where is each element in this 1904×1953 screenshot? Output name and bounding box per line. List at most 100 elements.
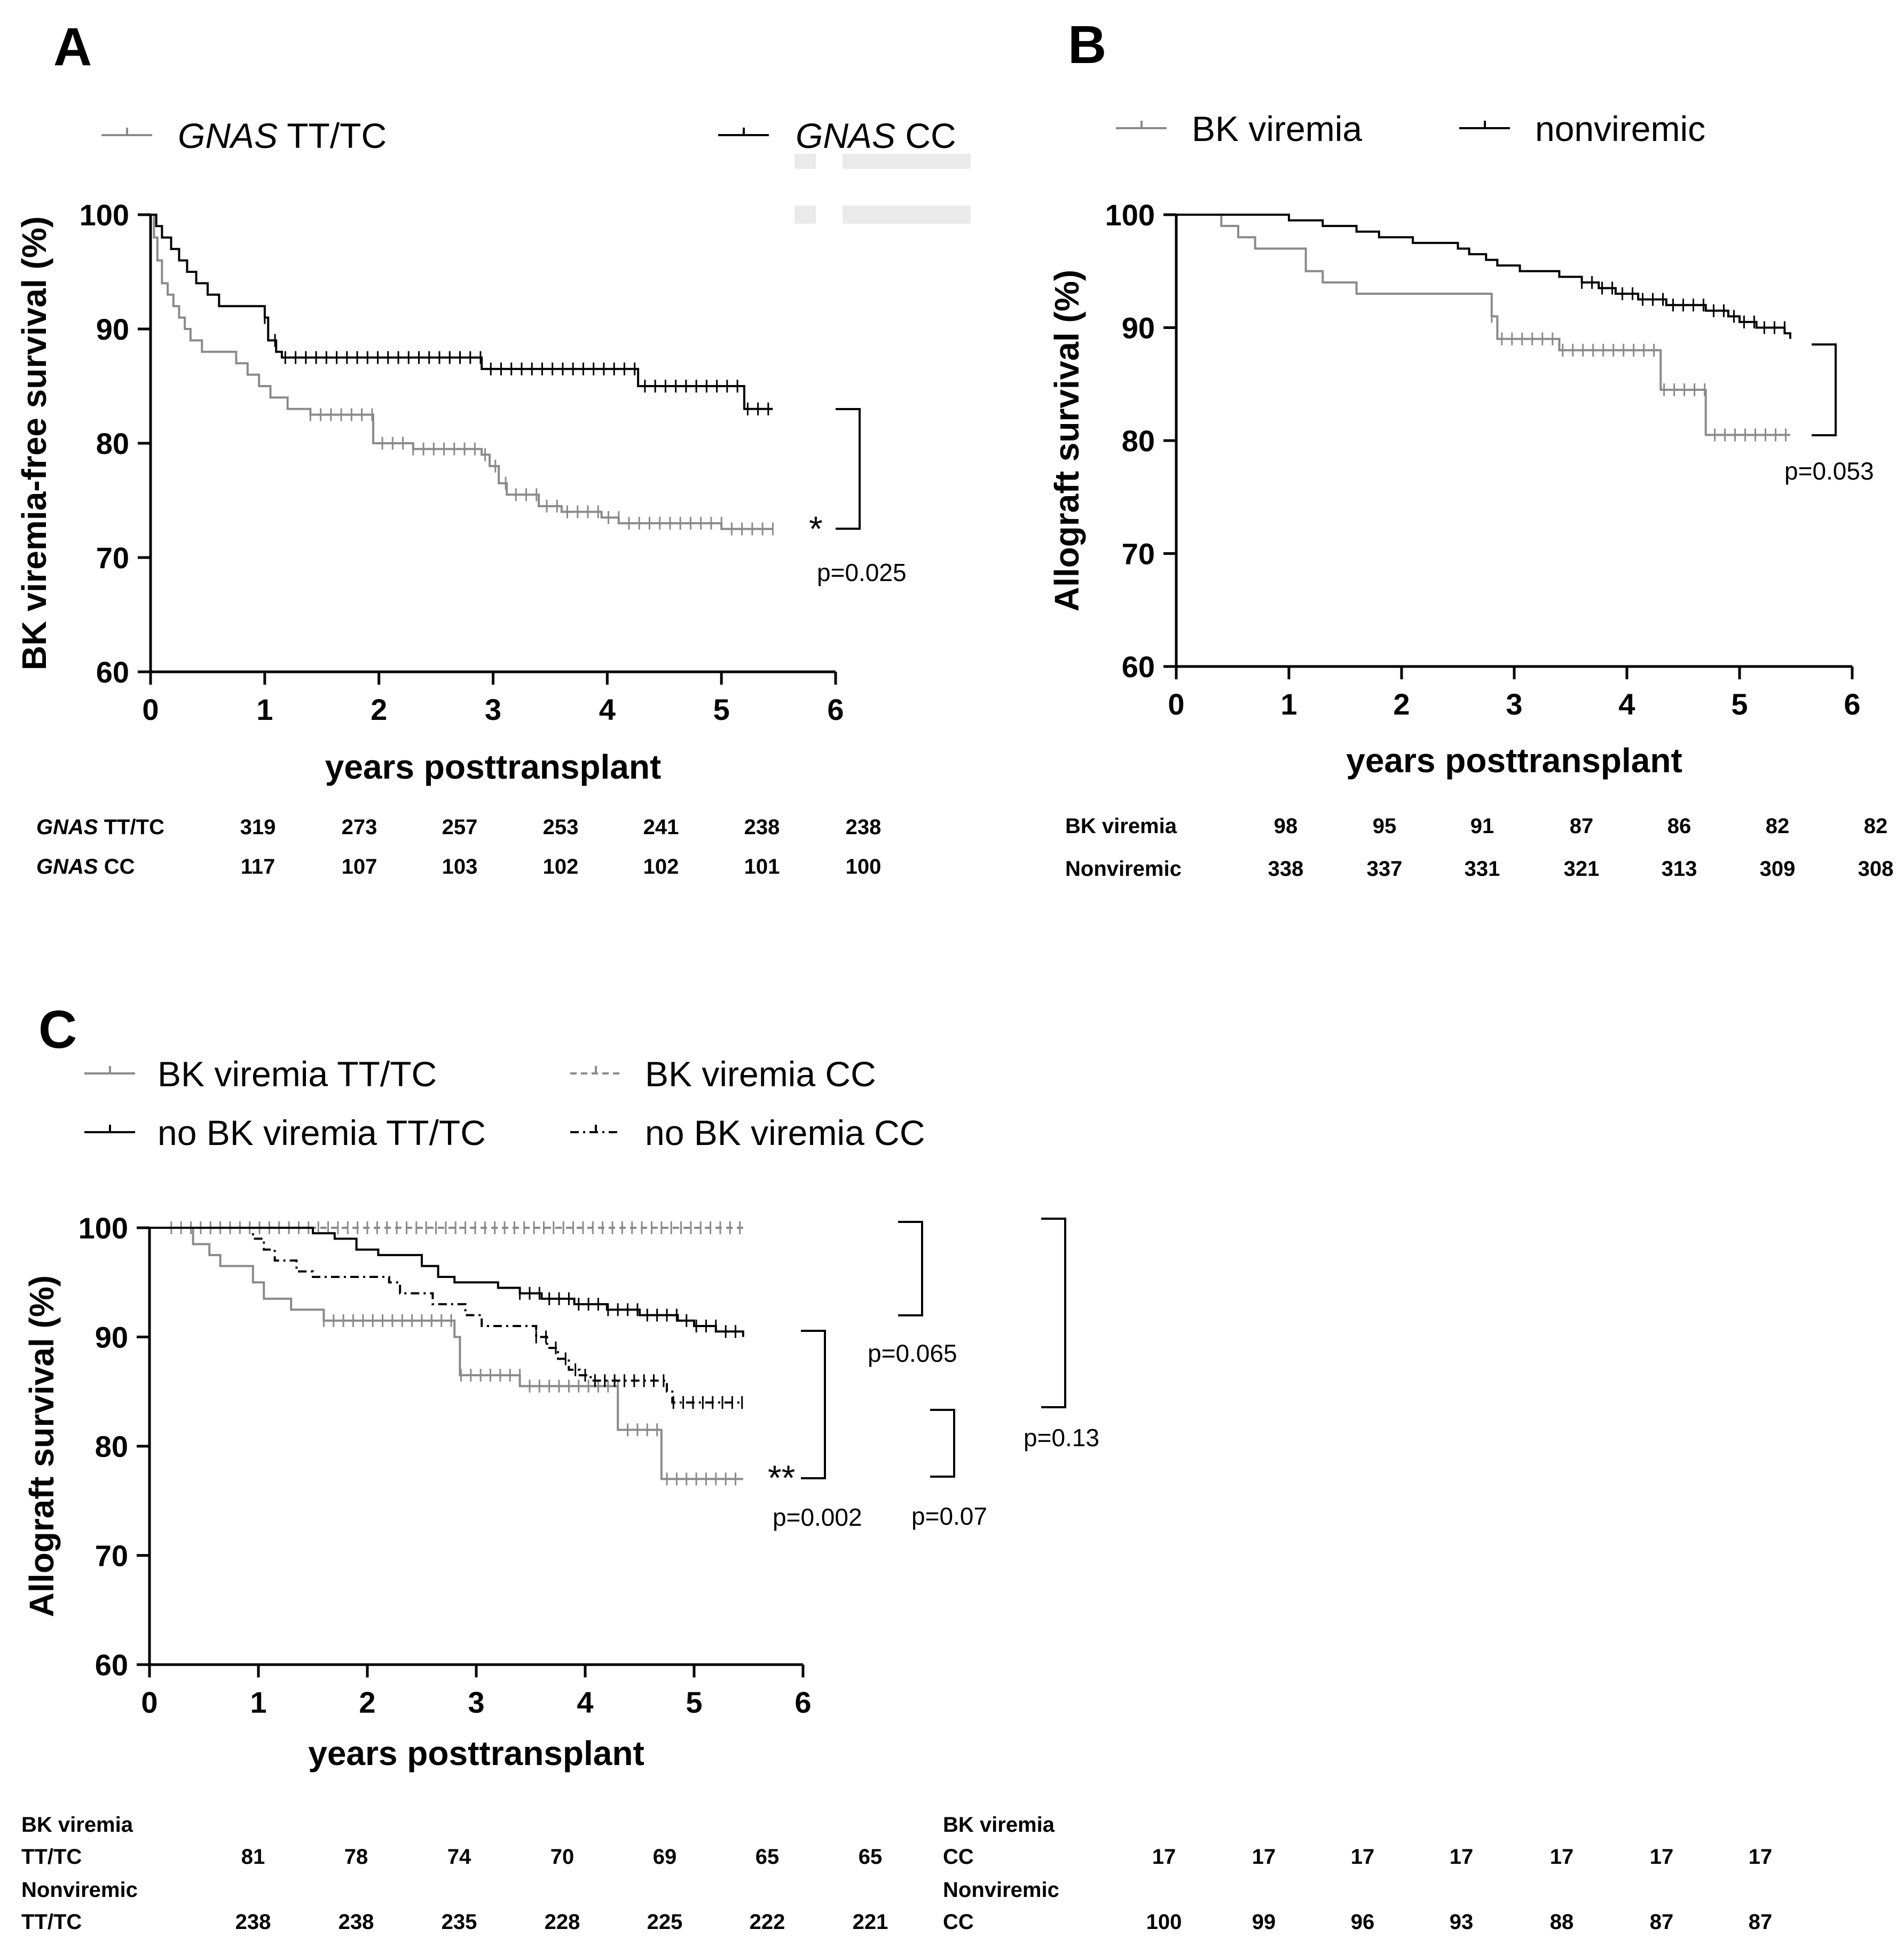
risk-count: 87	[1570, 814, 1594, 838]
chart-a: 0 1 2 3 4 5 6 60 70 80 90 100 years posttransplant BK…	[15, 116, 956, 879]
risk-count: 17	[1749, 1845, 1773, 1869]
significance-bracket	[836, 408, 861, 530]
p-value: p=0.053	[1784, 457, 1874, 485]
risk-count: 17	[1550, 1845, 1574, 1869]
y-tick-label: 100	[1105, 198, 1155, 232]
legend-artifact	[843, 154, 971, 169]
significance-bracket	[930, 1409, 955, 1478]
risk-count: 228	[545, 1910, 580, 1934]
risk-count: 99	[1252, 1910, 1276, 1934]
y-tick-label: 70	[1122, 537, 1155, 571]
risk-count: 313	[1662, 857, 1697, 881]
legend-label: no BK viremia TT/TC	[158, 1113, 486, 1152]
y-axis-label: BK viremia-free survival (%)	[15, 216, 53, 670]
y-tick-label: 60	[95, 1648, 128, 1682]
risk-count: 102	[643, 855, 679, 879]
y-tick-label: 70	[96, 541, 129, 575]
risk-count: 96	[1351, 1910, 1375, 1934]
x-tick-label: 0	[141, 1685, 158, 1719]
x-tick-label: 0	[1168, 687, 1184, 721]
risk-row-label: CC	[943, 1910, 974, 1934]
risk-count: 17	[1650, 1845, 1674, 1869]
p-value: p=0.13	[1024, 1424, 1099, 1452]
risk-count: 17	[1152, 1845, 1176, 1869]
legend-artifact	[794, 206, 816, 224]
x-tick-label: 4	[599, 693, 616, 726]
significance-bracket	[1812, 343, 1837, 436]
y-tick-label: 90	[96, 312, 129, 346]
risk-count: 241	[643, 815, 679, 839]
risk-count: 17	[1450, 1845, 1474, 1869]
risk-count: 100	[1146, 1910, 1182, 1934]
legend-artifact	[794, 154, 816, 169]
risk-count: 102	[543, 855, 579, 879]
risk-count: 235	[442, 1910, 477, 1934]
risk-count: 95	[1373, 814, 1397, 838]
legend-label: no BK viremia CC	[645, 1113, 925, 1152]
x-tick-label: 0	[142, 693, 159, 726]
risk-count: 253	[543, 815, 579, 839]
y-tick-label: 90	[95, 1321, 128, 1354]
risk-count: 82	[1766, 814, 1790, 838]
x-tick-label: 1	[1280, 687, 1297, 721]
series-line	[151, 214, 773, 410]
risk-count: 221	[853, 1910, 888, 1934]
risk-count: 338	[1268, 857, 1304, 881]
p-value: p=0.07	[911, 1502, 987, 1530]
risk-count: 238	[744, 815, 780, 839]
x-tick-label: 6	[1844, 687, 1860, 721]
risk-count: 225	[647, 1910, 683, 1934]
risk-count: 337	[1367, 857, 1403, 881]
y-axis-label: Allograft survival (%)	[1048, 270, 1086, 611]
risk-row-label: GNAS CC	[36, 855, 135, 879]
legend-label: GNAS CC	[796, 116, 956, 155]
legend-label: BK viremia	[1192, 109, 1362, 148]
x-tick-label: 6	[827, 693, 844, 726]
risk-count: 87	[1749, 1910, 1773, 1934]
chart-c: 0 1 2 3 4 5 6 60 70 80 90 100 years posttransplant Al…	[21, 1054, 1772, 1934]
risk-count: 93	[1450, 1910, 1474, 1934]
risk-count: 107	[342, 855, 377, 879]
series-line	[1176, 214, 1791, 339]
risk-row-label: BK viremia	[943, 1813, 1055, 1837]
y-tick-label: 100	[80, 198, 129, 232]
x-tick-label: 4	[577, 1685, 593, 1719]
risk-count: 331	[1465, 857, 1500, 881]
x-tick-label: 3	[485, 693, 501, 726]
risk-count: 87	[1650, 1910, 1674, 1934]
x-tick-label: 4	[1618, 687, 1635, 721]
y-tick-label: 100	[78, 1211, 128, 1245]
x-tick-label: 5	[1731, 687, 1748, 721]
significance-stars: **	[768, 1458, 795, 1497]
y-tick-label: 80	[95, 1430, 128, 1463]
risk-count: 238	[846, 815, 882, 839]
panel-label-a: A	[53, 17, 92, 77]
risk-count: 308	[1858, 857, 1894, 881]
risk-count: 91	[1470, 814, 1494, 838]
legend-label: GNAS TT/TC	[178, 116, 387, 155]
x-tick-label: 5	[686, 1685, 702, 1719]
x-tick-label: 3	[1506, 687, 1522, 721]
risk-count: 309	[1760, 857, 1796, 881]
x-tick-label: 3	[468, 1685, 484, 1719]
p-value: p=0.002	[773, 1503, 862, 1531]
risk-count: 81	[241, 1845, 265, 1869]
risk-count: 222	[750, 1910, 785, 1934]
x-axis-label: years posttransplant	[1346, 741, 1682, 780]
risk-count: 98	[1274, 814, 1298, 838]
y-tick-label: 70	[95, 1539, 128, 1573]
risk-count: 101	[744, 855, 780, 879]
risk-row-label: Nonviremic	[1065, 857, 1182, 881]
legend-artifact	[843, 206, 971, 224]
risk-count: 319	[240, 815, 276, 839]
significance-bracket	[898, 1221, 923, 1316]
risk-count: 82	[1864, 814, 1888, 838]
risk-count: 70	[550, 1845, 575, 1869]
risk-count: 86	[1667, 814, 1691, 838]
legend-label: BK viremia TT/TC	[158, 1054, 437, 1094]
risk-count: 273	[342, 815, 377, 839]
significance-star: *	[809, 509, 823, 548]
significance-bracket	[1041, 1218, 1066, 1408]
risk-count: 65	[756, 1845, 780, 1869]
